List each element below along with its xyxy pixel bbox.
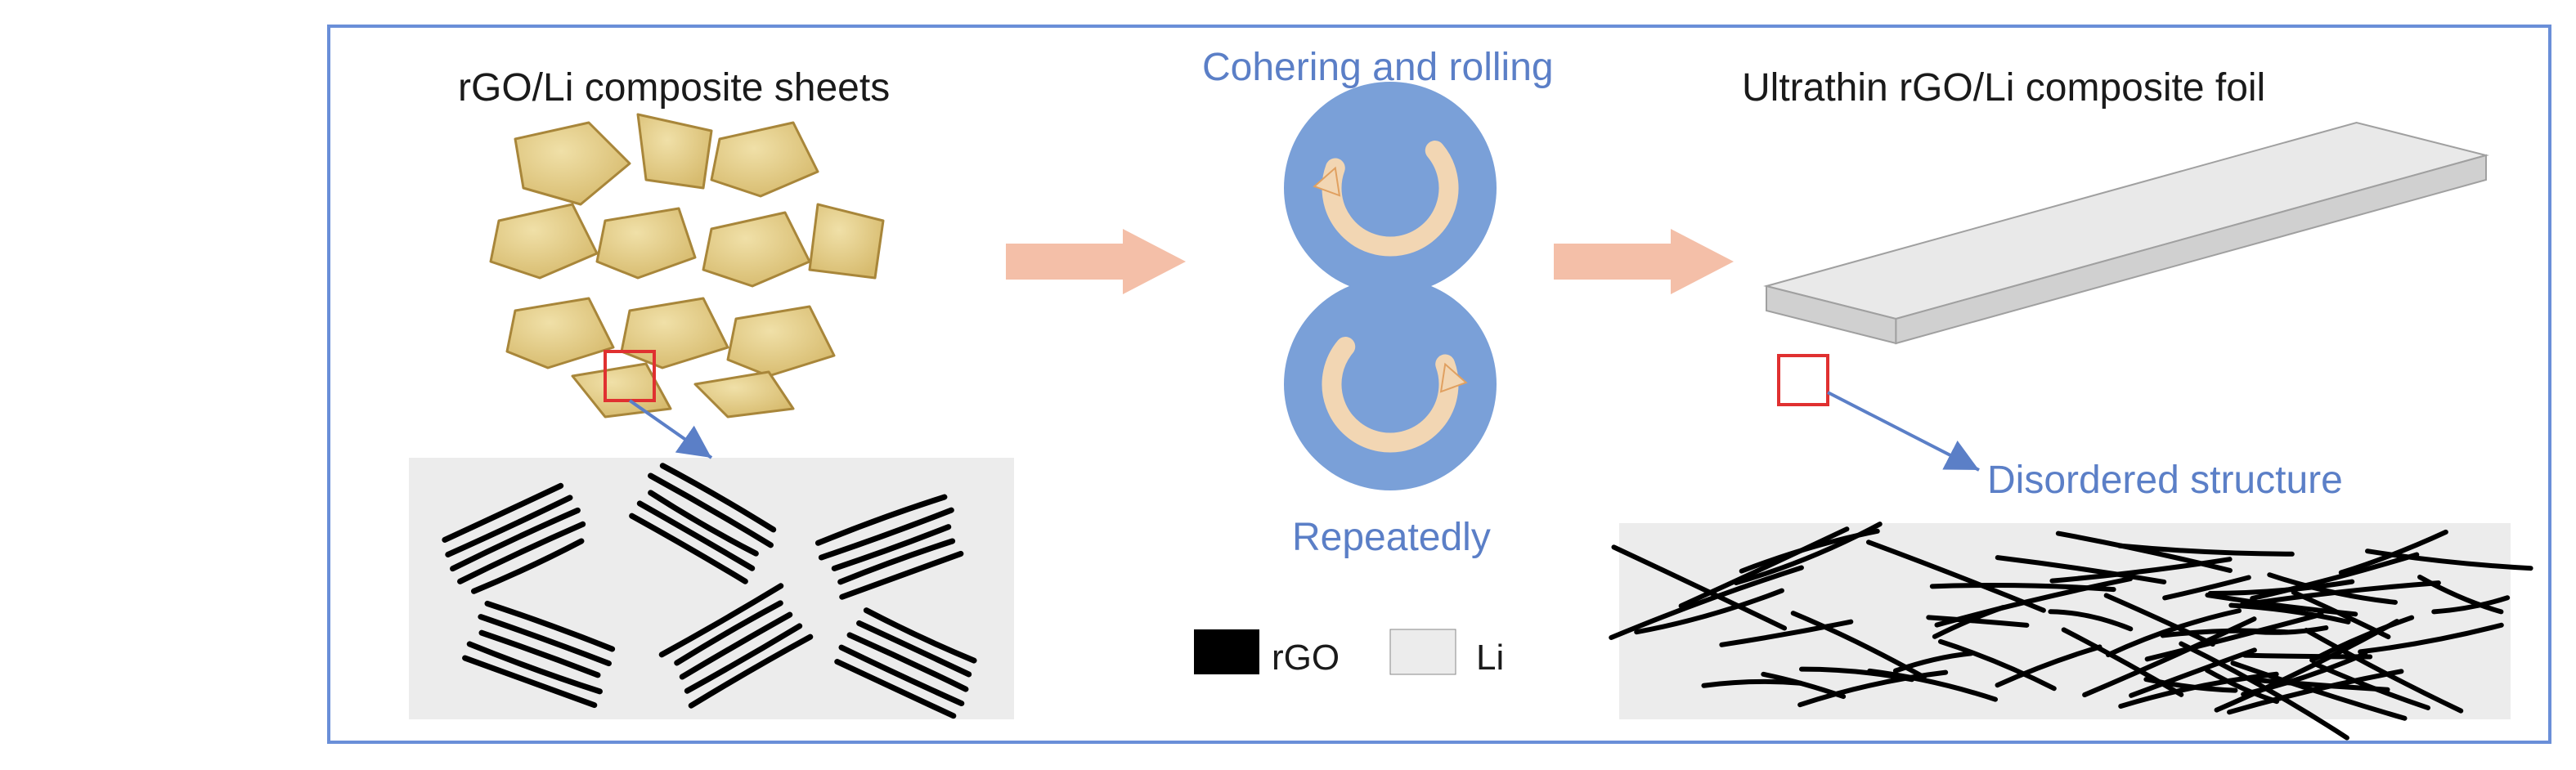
legend-li-swatch — [1390, 629, 1456, 674]
flake-3 — [491, 204, 597, 278]
diagram-svg — [0, 0, 2576, 770]
callout-arrow-right — [1828, 392, 1979, 470]
flake-4 — [597, 208, 695, 278]
callout-box-right — [1779, 356, 1828, 405]
process-arrow-2 — [1554, 229, 1734, 294]
flake-7 — [507, 298, 613, 368]
process-arrow-1 — [1006, 229, 1186, 294]
right-micro-line-19 — [2245, 656, 2370, 657]
flake-8 — [622, 298, 728, 368]
flake-2 — [711, 123, 818, 196]
flakes-cluster — [491, 114, 883, 417]
flake-6 — [810, 204, 883, 278]
roller-bottom — [1284, 278, 1497, 490]
foil-top — [1766, 123, 2486, 319]
flake-5 — [703, 213, 810, 286]
legend-rgo-swatch — [1194, 629, 1259, 674]
roller-top — [1284, 82, 1497, 294]
flake-9 — [728, 307, 834, 376]
flake-1 — [638, 114, 711, 188]
composite-foil — [1766, 123, 2486, 343]
flake-11 — [695, 372, 793, 417]
flake-0 — [515, 123, 630, 204]
